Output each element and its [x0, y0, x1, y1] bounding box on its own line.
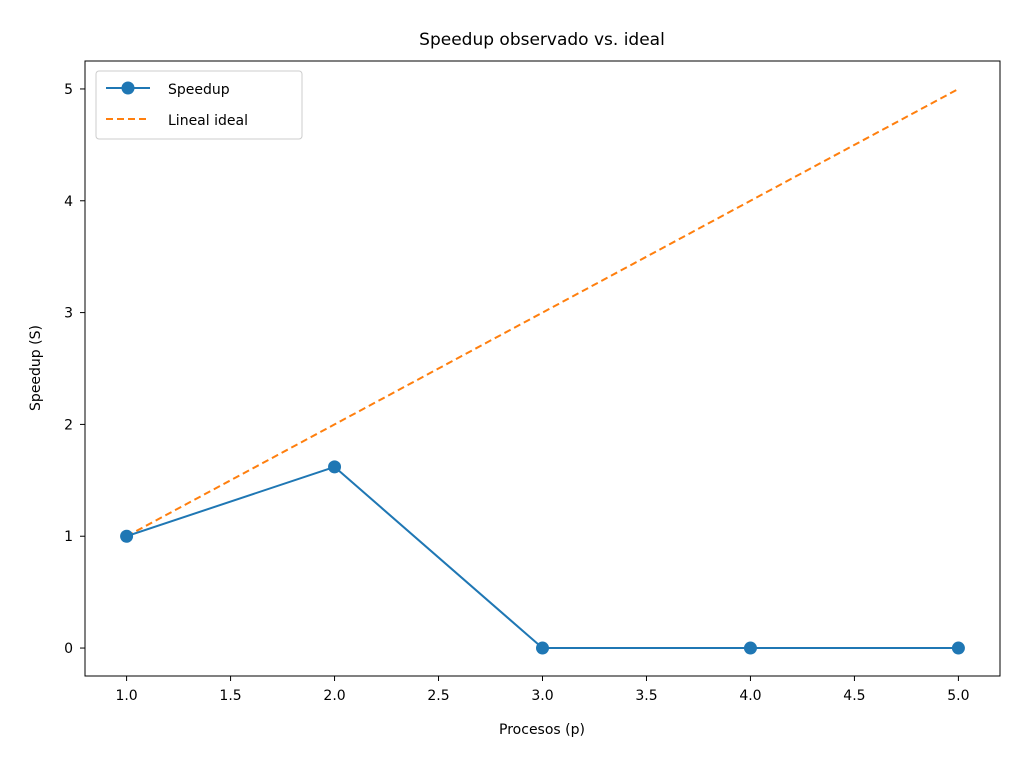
- data-point-speedup: [743, 641, 757, 655]
- series-line-lineal-ideal: [126, 88, 959, 538]
- x-axis-ticks: 1.0 1.5 2.0 2.5 3.0 3.5 4.0 4.5 5.0: [115, 676, 970, 704]
- y-tick-label: 3: [64, 306, 73, 322]
- data-point-speedup: [328, 460, 342, 474]
- x-axis-label: Procesos (p): [499, 722, 585, 738]
- x-tick-label: 4.0: [739, 688, 761, 704]
- x-tick-label: 1.0: [115, 688, 137, 704]
- data-point-speedup: [951, 641, 965, 655]
- data-point-speedup: [120, 529, 134, 543]
- series-layer: [120, 88, 965, 655]
- legend-label-speedup: Speedup: [168, 82, 230, 98]
- y-tick-label: 4: [64, 194, 73, 210]
- x-tick-label: 2.0: [323, 688, 345, 704]
- x-tick-label: 2.5: [427, 688, 449, 704]
- y-axis-ticks: 0 1 2 3 4 5: [64, 82, 85, 657]
- legend-label-lineal-ideal: Lineal ideal: [168, 113, 248, 129]
- x-tick-label: 3.5: [635, 688, 657, 704]
- x-tick-label: 1.5: [219, 688, 241, 704]
- x-tick-label: 4.5: [843, 688, 865, 704]
- y-tick-label: 2: [64, 417, 73, 433]
- y-tick-label: 5: [64, 82, 73, 98]
- legend-marker-speedup: [121, 81, 135, 95]
- x-tick-label: 5.0: [947, 688, 969, 704]
- data-point-speedup: [536, 641, 549, 655]
- y-tick-label: 0: [64, 641, 73, 657]
- y-axis-label: Speedup (S): [28, 325, 44, 411]
- chart-title: Speedup observado vs. ideal: [419, 30, 665, 50]
- y-tick-label: 1: [64, 529, 73, 545]
- legend: Speedup Lineal ideal: [95, 70, 303, 140]
- x-tick-label: 3.0: [531, 688, 553, 704]
